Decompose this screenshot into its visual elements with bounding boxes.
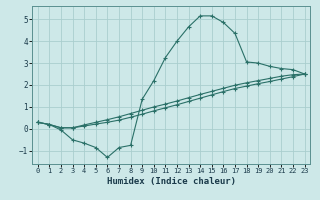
X-axis label: Humidex (Indice chaleur): Humidex (Indice chaleur) (107, 177, 236, 186)
